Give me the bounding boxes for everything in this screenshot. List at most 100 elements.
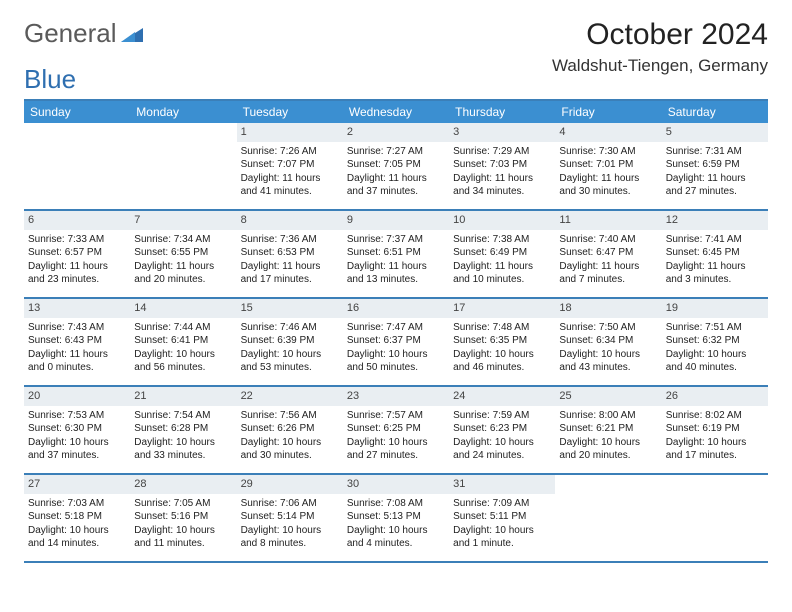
daylight-text: Daylight: 11 hours and 37 minutes. bbox=[347, 172, 445, 199]
day-number: 21 bbox=[130, 387, 236, 406]
sunset-text: Sunset: 6:21 PM bbox=[559, 422, 657, 436]
sunset-text: Sunset: 6:19 PM bbox=[666, 422, 764, 436]
day-number: 6 bbox=[24, 211, 130, 230]
logo-text-2: Blue bbox=[24, 64, 768, 95]
day-number: 16 bbox=[343, 299, 449, 318]
sunset-text: Sunset: 5:18 PM bbox=[28, 510, 126, 524]
day-header-row: Sunday Monday Tuesday Wednesday Thursday… bbox=[24, 101, 768, 123]
sunrise-text: Sunrise: 8:00 AM bbox=[559, 409, 657, 423]
day-cell: 11Sunrise: 7:40 AMSunset: 6:47 PMDayligh… bbox=[555, 211, 661, 297]
day-cell: 31Sunrise: 7:09 AMSunset: 5:11 PMDayligh… bbox=[449, 475, 555, 561]
day-cell bbox=[24, 123, 130, 209]
day-number: 8 bbox=[237, 211, 343, 230]
day-cell: 13Sunrise: 7:43 AMSunset: 6:43 PMDayligh… bbox=[24, 299, 130, 385]
daylight-text: Daylight: 10 hours and 24 minutes. bbox=[453, 436, 551, 463]
day-cell: 20Sunrise: 7:53 AMSunset: 6:30 PMDayligh… bbox=[24, 387, 130, 473]
sunrise-text: Sunrise: 7:43 AM bbox=[28, 321, 126, 335]
sunrise-text: Sunrise: 7:08 AM bbox=[347, 497, 445, 511]
sunrise-text: Sunrise: 7:40 AM bbox=[559, 233, 657, 247]
day-cell: 26Sunrise: 8:02 AMSunset: 6:19 PMDayligh… bbox=[662, 387, 768, 473]
daylight-text: Daylight: 10 hours and 56 minutes. bbox=[134, 348, 232, 375]
daylight-text: Daylight: 11 hours and 3 minutes. bbox=[666, 260, 764, 287]
day-cell: 23Sunrise: 7:57 AMSunset: 6:25 PMDayligh… bbox=[343, 387, 449, 473]
daylight-text: Daylight: 10 hours and 30 minutes. bbox=[241, 436, 339, 463]
day-number: 28 bbox=[130, 475, 236, 494]
daylight-text: Daylight: 10 hours and 40 minutes. bbox=[666, 348, 764, 375]
sunset-text: Sunset: 6:34 PM bbox=[559, 334, 657, 348]
day-cell bbox=[555, 475, 661, 561]
logo: General bbox=[24, 18, 145, 49]
day-number: 22 bbox=[237, 387, 343, 406]
sunrise-text: Sunrise: 7:29 AM bbox=[453, 145, 551, 159]
sunrise-text: Sunrise: 7:56 AM bbox=[241, 409, 339, 423]
dayhead-tue: Tuesday bbox=[237, 101, 343, 123]
day-cell: 4 Sunrise: 7:30 AMSunset: 7:01 PMDaylight… bbox=[555, 123, 661, 209]
sunrise-text: Sunrise: 7:09 AM bbox=[453, 497, 551, 511]
sunrise-text: Sunrise: 7:48 AM bbox=[453, 321, 551, 335]
day-number: 11 bbox=[555, 211, 661, 230]
daylight-text: Daylight: 10 hours and 27 minutes. bbox=[347, 436, 445, 463]
sunset-text: Sunset: 6:39 PM bbox=[241, 334, 339, 348]
sunset-text: Sunset: 6:49 PM bbox=[453, 246, 551, 260]
sunrise-text: Sunrise: 7:27 AM bbox=[347, 145, 445, 159]
daylight-text: Daylight: 11 hours and 17 minutes. bbox=[241, 260, 339, 287]
day-number: 4 bbox=[555, 123, 661, 142]
month-title: October 2024 bbox=[552, 18, 768, 52]
sunrise-text: Sunrise: 7:37 AM bbox=[347, 233, 445, 247]
sunrise-text: Sunrise: 7:59 AM bbox=[453, 409, 551, 423]
daylight-text: Daylight: 10 hours and 11 minutes. bbox=[134, 524, 232, 551]
daylight-text: Daylight: 10 hours and 43 minutes. bbox=[559, 348, 657, 375]
day-cell: 6Sunrise: 7:33 AMSunset: 6:57 PMDaylight… bbox=[24, 211, 130, 297]
sunset-text: Sunset: 6:26 PM bbox=[241, 422, 339, 436]
sunset-text: Sunset: 7:01 PM bbox=[559, 158, 657, 172]
weeks-container: 1Sunrise: 7:26 AMSunset: 7:07 PMDaylight… bbox=[24, 123, 768, 563]
sunrise-text: Sunrise: 7:54 AM bbox=[134, 409, 232, 423]
daylight-text: Daylight: 10 hours and 14 minutes. bbox=[28, 524, 126, 551]
day-number: 26 bbox=[662, 387, 768, 406]
sunrise-text: Sunrise: 7:31 AM bbox=[666, 145, 764, 159]
sunrise-text: Sunrise: 7:46 AM bbox=[241, 321, 339, 335]
sunset-text: Sunset: 6:51 PM bbox=[347, 246, 445, 260]
dayhead-fri: Friday bbox=[555, 101, 661, 123]
sunrise-text: Sunrise: 7:36 AM bbox=[241, 233, 339, 247]
daylight-text: Daylight: 11 hours and 13 minutes. bbox=[347, 260, 445, 287]
day-cell: 25Sunrise: 8:00 AMSunset: 6:21 PMDayligh… bbox=[555, 387, 661, 473]
daylight-text: Daylight: 10 hours and 46 minutes. bbox=[453, 348, 551, 375]
day-number: 13 bbox=[24, 299, 130, 318]
day-number: 15 bbox=[237, 299, 343, 318]
sunrise-text: Sunrise: 7:47 AM bbox=[347, 321, 445, 335]
sunrise-text: Sunrise: 7:30 AM bbox=[559, 145, 657, 159]
calendar: Sunday Monday Tuesday Wednesday Thursday… bbox=[24, 99, 768, 563]
sunrise-text: Sunrise: 7:26 AM bbox=[241, 145, 339, 159]
daylight-text: Daylight: 11 hours and 30 minutes. bbox=[559, 172, 657, 199]
sunset-text: Sunset: 5:14 PM bbox=[241, 510, 339, 524]
sunset-text: Sunset: 6:30 PM bbox=[28, 422, 126, 436]
dayhead-thu: Thursday bbox=[449, 101, 555, 123]
daylight-text: Daylight: 11 hours and 0 minutes. bbox=[28, 348, 126, 375]
logo-text-1: General bbox=[24, 18, 117, 49]
sunset-text: Sunset: 6:35 PM bbox=[453, 334, 551, 348]
sunrise-text: Sunrise: 7:06 AM bbox=[241, 497, 339, 511]
day-cell: 5Sunrise: 7:31 AMSunset: 6:59 PMDaylight… bbox=[662, 123, 768, 209]
day-cell: 18Sunrise: 7:50 AMSunset: 6:34 PMDayligh… bbox=[555, 299, 661, 385]
day-number: 23 bbox=[343, 387, 449, 406]
logo-triangle-icon bbox=[121, 18, 143, 49]
day-number: 10 bbox=[449, 211, 555, 230]
daylight-text: Daylight: 10 hours and 53 minutes. bbox=[241, 348, 339, 375]
week-row: 13Sunrise: 7:43 AMSunset: 6:43 PMDayligh… bbox=[24, 299, 768, 387]
sunrise-text: Sunrise: 7:51 AM bbox=[666, 321, 764, 335]
day-cell: 14Sunrise: 7:44 AMSunset: 6:41 PMDayligh… bbox=[130, 299, 236, 385]
day-cell bbox=[662, 475, 768, 561]
daylight-text: Daylight: 11 hours and 20 minutes. bbox=[134, 260, 232, 287]
sunrise-text: Sunrise: 7:34 AM bbox=[134, 233, 232, 247]
dayhead-sat: Saturday bbox=[662, 101, 768, 123]
day-number: 2 bbox=[343, 123, 449, 142]
day-number: 30 bbox=[343, 475, 449, 494]
sunset-text: Sunset: 6:41 PM bbox=[134, 334, 232, 348]
day-number: 12 bbox=[662, 211, 768, 230]
sunset-text: Sunset: 6:53 PM bbox=[241, 246, 339, 260]
week-row: 1Sunrise: 7:26 AMSunset: 7:07 PMDaylight… bbox=[24, 123, 768, 211]
sunset-text: Sunset: 6:55 PM bbox=[134, 246, 232, 260]
day-cell: 28Sunrise: 7:05 AMSunset: 5:16 PMDayligh… bbox=[130, 475, 236, 561]
dayhead-sun: Sunday bbox=[24, 101, 130, 123]
